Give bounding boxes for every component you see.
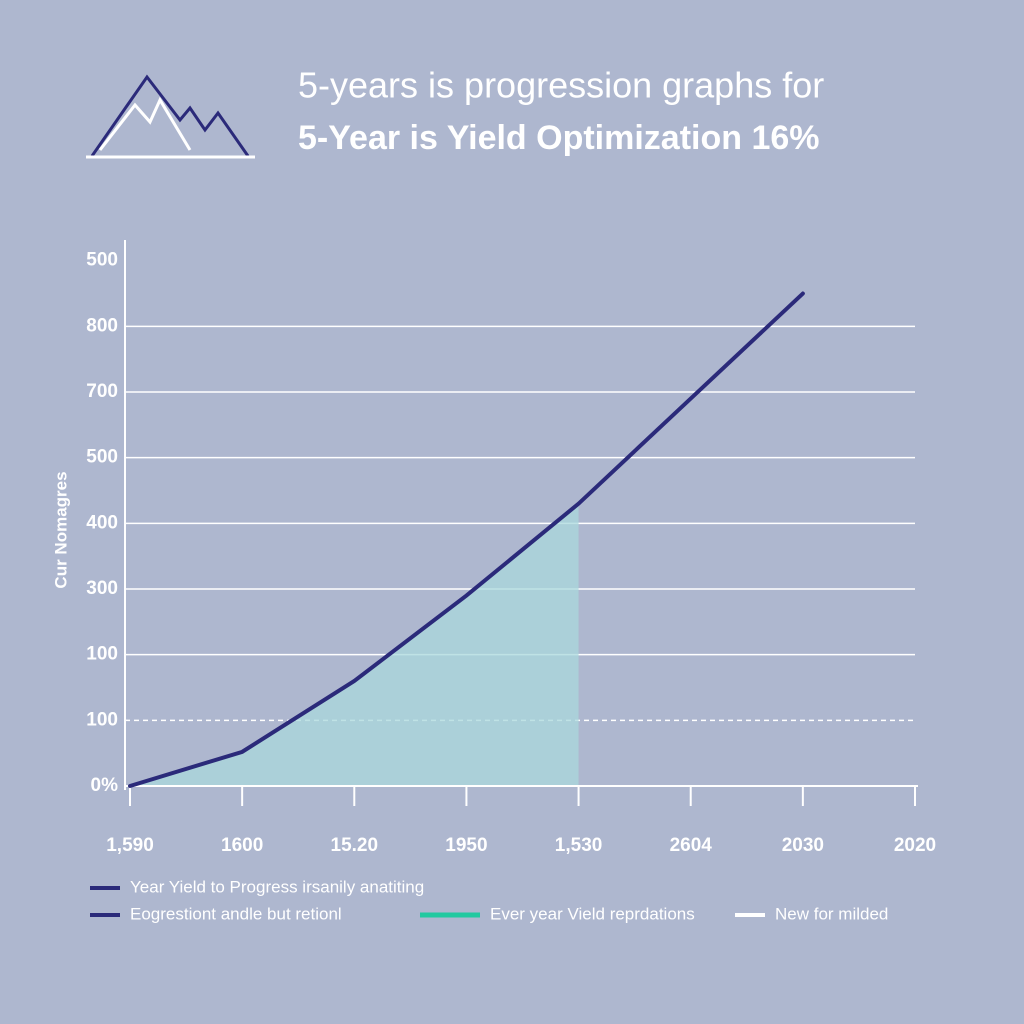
y-tick-label: 100 <box>86 644 118 665</box>
x-tick-label: 1,530 <box>555 835 603 856</box>
legend-label: Ever year Vield reprdations <box>490 904 695 923</box>
x-tick-label: 1,590 <box>106 835 154 856</box>
y-axis-label: Cur Nomagres <box>51 471 70 588</box>
y-tick-label: 400 <box>86 512 118 533</box>
mountain-icon <box>86 74 255 159</box>
y-tick-label: 500 <box>86 250 118 271</box>
x-tick-label: 15.20 <box>331 835 379 856</box>
y-tick-label: 300 <box>86 578 118 599</box>
x-tick-label: 2020 <box>894 835 936 856</box>
x-tick-label: 2604 <box>670 835 713 856</box>
chart-subtitle: 5-Year is Yield Optimization 16% <box>298 119 820 157</box>
legend-label: Year Yield to Progress irsanily anatitin… <box>130 877 424 896</box>
y-tick-label: 0% <box>91 775 119 796</box>
x-tick-label: 2030 <box>782 835 824 856</box>
legend-label: Eogrestiont andle but retionl <box>130 904 342 923</box>
area <box>130 503 579 786</box>
y-tick-label: 500 <box>86 447 118 468</box>
y-tick-label: 100 <box>86 709 118 730</box>
y-tick-label: 800 <box>86 315 118 336</box>
line <box>128 291 805 788</box>
legend-label: New for milded <box>775 904 888 923</box>
x-tick-label: 1950 <box>445 835 487 856</box>
chart-title: 5-years is progression graphs for <box>298 65 824 106</box>
y-tick-label: 700 <box>86 381 118 402</box>
x-tick-label: 1600 <box>221 835 263 856</box>
